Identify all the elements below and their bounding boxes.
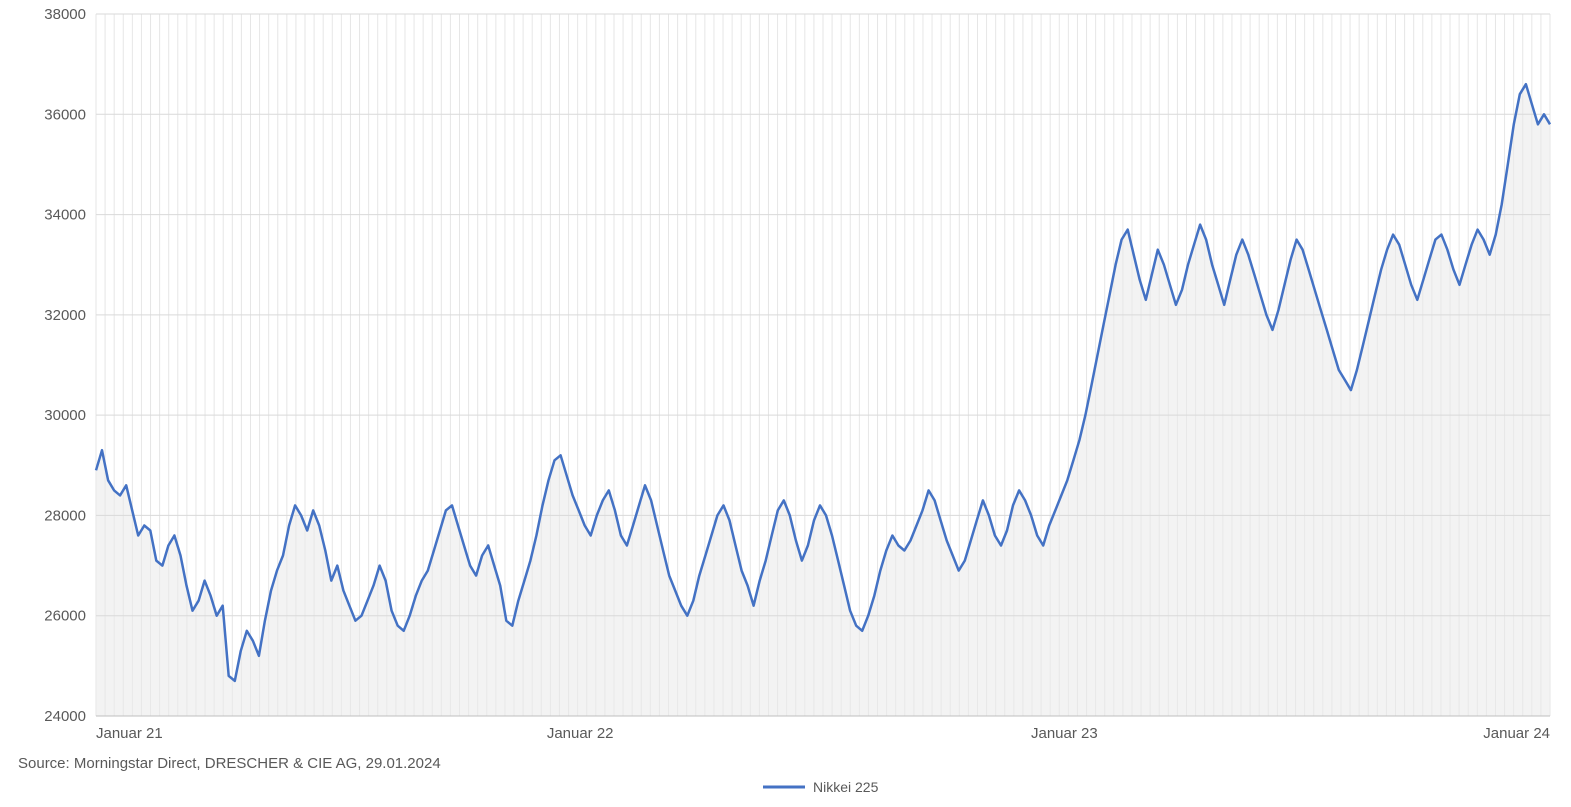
x-tick-label: Januar 22 xyxy=(547,725,614,742)
y-tick-label: 24000 xyxy=(44,708,86,725)
x-tick-label: Januar 24 xyxy=(1483,725,1550,742)
y-axis-tick-labels: 24000 26000 28000 30000 32000 34000 36000 38000 xyxy=(44,6,86,725)
x-axis-tick-labels: Januar 21 Januar 22 Januar 23 Januar 24 xyxy=(96,725,1550,742)
x-tick-label: Januar 21 xyxy=(96,725,163,742)
x-tick-label: Januar 23 xyxy=(1031,725,1098,742)
y-tick-label: 28000 xyxy=(44,507,86,524)
y-tick-label: 36000 xyxy=(44,106,86,123)
legend-label: Nikkei 225 xyxy=(813,779,879,795)
source-caption: Source: Morningstar Direct, DRESCHER & C… xyxy=(18,755,441,772)
y-tick-label: 34000 xyxy=(44,207,86,224)
y-tick-label: 26000 xyxy=(44,608,86,625)
legend: Nikkei 225 xyxy=(763,779,879,795)
y-tick-label: 38000 xyxy=(44,6,86,23)
nikkei-line-chart: 24000 26000 28000 30000 32000 34000 36000 38000… xyxy=(0,0,1571,807)
y-tick-label: 32000 xyxy=(44,307,86,324)
y-tick-label: 30000 xyxy=(44,407,86,424)
